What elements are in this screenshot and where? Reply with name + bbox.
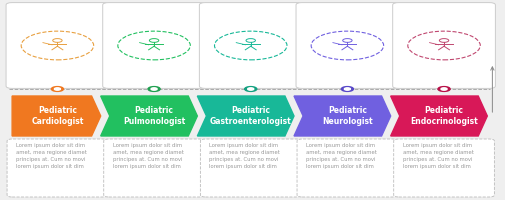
Text: Endocrinologist: Endocrinologist <box>410 116 478 126</box>
Text: Lorem ipsum dolor sit dim
amet, mea regione diamet
principes at. Cum no movi
lor: Lorem ipsum dolor sit dim amet, mea regi… <box>16 143 87 169</box>
Circle shape <box>341 87 353 91</box>
Text: Pediatric: Pediatric <box>328 106 367 115</box>
Circle shape <box>52 87 64 91</box>
Text: Lorem ipsum dolor sit dim
amet, mea regione diamet
principes at. Cum no movi
lor: Lorem ipsum dolor sit dim amet, mea regi… <box>403 143 474 169</box>
Text: Pediatric: Pediatric <box>134 106 174 115</box>
Text: Cardiologist: Cardiologist <box>31 116 84 126</box>
Text: Pediatric: Pediatric <box>38 106 77 115</box>
Circle shape <box>441 88 447 90</box>
Text: Lorem ipsum dolor sit dim
amet, mea regione diamet
principes at. Cum no movi
lor: Lorem ipsum dolor sit dim amet, mea regi… <box>306 143 377 169</box>
Polygon shape <box>391 96 487 136</box>
Text: Gastroenterologist: Gastroenterologist <box>210 116 291 126</box>
Text: Lorem ipsum dolor sit dim
amet, mea regione diamet
principes at. Cum no movi
lor: Lorem ipsum dolor sit dim amet, mea regi… <box>113 143 184 169</box>
FancyBboxPatch shape <box>200 139 301 197</box>
FancyBboxPatch shape <box>296 3 399 88</box>
Circle shape <box>247 88 254 90</box>
Circle shape <box>244 87 257 91</box>
FancyBboxPatch shape <box>199 3 302 88</box>
Text: Lorem ipsum dolor sit dim
amet, mea regione diamet
principes at. Cum no movi
lor: Lorem ipsum dolor sit dim amet, mea regi… <box>210 143 280 169</box>
FancyBboxPatch shape <box>393 3 495 88</box>
Polygon shape <box>12 96 100 136</box>
FancyBboxPatch shape <box>297 139 398 197</box>
Text: Pulmonologist: Pulmonologist <box>123 116 185 126</box>
Polygon shape <box>294 96 391 136</box>
Text: Pediatric: Pediatric <box>231 106 270 115</box>
Circle shape <box>344 88 350 90</box>
Text: Pediatric: Pediatric <box>425 106 464 115</box>
Circle shape <box>55 88 61 90</box>
FancyBboxPatch shape <box>6 3 109 88</box>
Polygon shape <box>197 96 294 136</box>
FancyBboxPatch shape <box>104 139 205 197</box>
FancyBboxPatch shape <box>103 3 206 88</box>
FancyBboxPatch shape <box>394 139 494 197</box>
Circle shape <box>438 87 450 91</box>
Polygon shape <box>100 96 197 136</box>
Circle shape <box>151 88 157 90</box>
FancyBboxPatch shape <box>7 139 108 197</box>
Text: Neurologist: Neurologist <box>322 116 373 126</box>
Circle shape <box>148 87 160 91</box>
